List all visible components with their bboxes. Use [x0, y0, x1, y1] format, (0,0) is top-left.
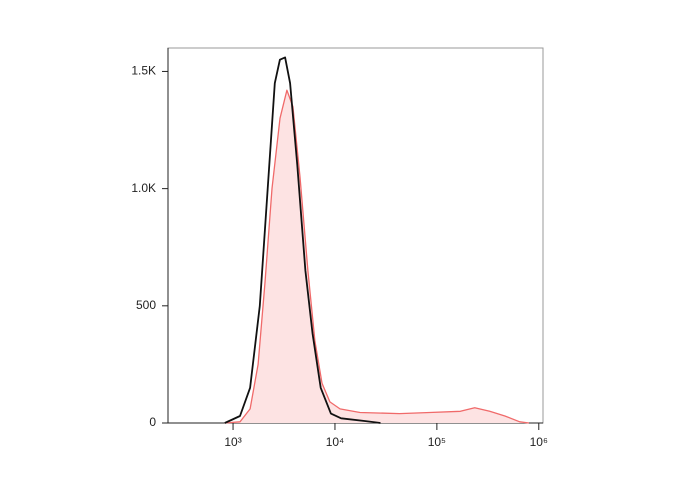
y-tick-label: 1.5K: [131, 64, 156, 78]
x-tick-label: 10⁶: [530, 435, 548, 449]
x-tick-label: 10⁴: [326, 435, 345, 449]
y-tick-label: 0: [149, 415, 156, 429]
series-area: [224, 90, 529, 423]
plot-frame: [167, 47, 544, 424]
y-tick-label: 500: [136, 298, 156, 312]
x-tick-label: 10³: [224, 435, 241, 449]
series-line: [224, 89, 529, 424]
y-tick-label: 1.0K: [131, 181, 156, 195]
series-line: [224, 56, 381, 424]
x-tick-label: 10⁵: [428, 435, 446, 449]
